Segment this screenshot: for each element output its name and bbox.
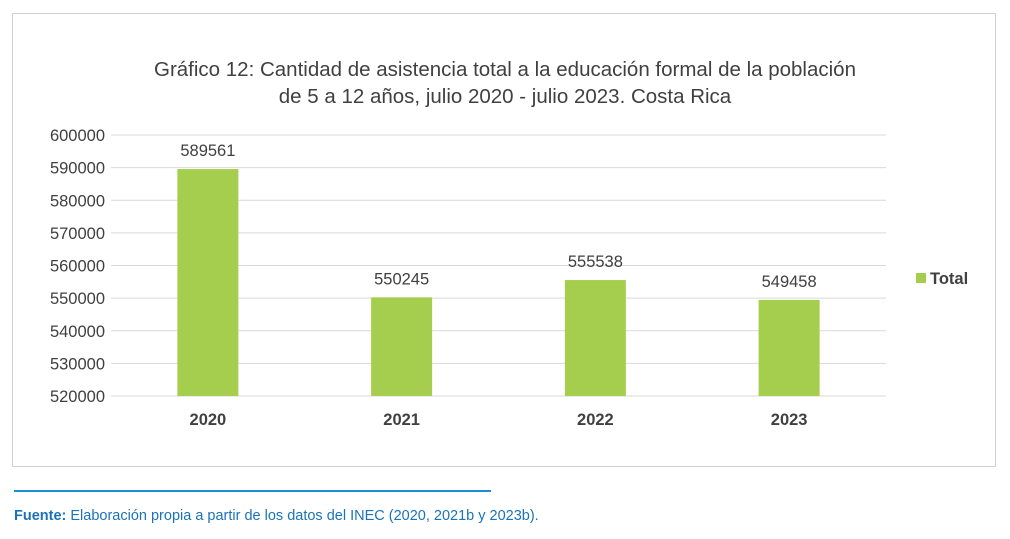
bar — [371, 297, 433, 396]
bar — [758, 299, 820, 396]
y-tick-label: 530000 — [50, 355, 105, 373]
x-tick-label: 2022 — [577, 411, 614, 429]
y-tick-label: 570000 — [50, 225, 105, 243]
data-label: 550245 — [374, 270, 429, 288]
gridlines — [111, 134, 886, 397]
x-tick-label: 2021 — [383, 411, 420, 429]
bar-chart: Gráfico 12: Cantidad de asistencia total… — [50, 58, 968, 429]
source-note: Fuente: Elaboración propia a partir de l… — [14, 508, 539, 524]
data-label: 555538 — [568, 253, 623, 271]
x-tick-label: 2023 — [771, 411, 808, 429]
bar — [177, 169, 239, 396]
source-label: Fuente: — [14, 508, 67, 524]
y-tick-label: 520000 — [50, 388, 105, 406]
bar — [564, 280, 626, 396]
y-tick-label: 590000 — [50, 160, 105, 178]
chart-frame: Gráfico 12: Cantidad de asistencia total… — [12, 13, 996, 467]
source-divider — [14, 490, 491, 492]
data-labels: 589561 550245 555538 549458 — [180, 142, 816, 291]
legend-swatch — [916, 273, 926, 283]
bars — [177, 169, 820, 396]
y-tick-label: 580000 — [50, 192, 105, 210]
y-tick-label: 540000 — [50, 323, 105, 341]
y-tick-label: 550000 — [50, 290, 105, 308]
chart-title-line-2: de 5 a 12 años, julio 2020 - julio 2023.… — [279, 85, 732, 108]
data-label: 549458 — [762, 273, 817, 291]
data-label: 589561 — [180, 142, 235, 160]
y-tick-label: 600000 — [50, 127, 105, 145]
x-tick-label: 2020 — [190, 411, 227, 429]
source-text: Elaboración propia a partir de los datos… — [66, 508, 539, 524]
chart-title-line-1: Gráfico 12: Cantidad de asistencia total… — [154, 58, 856, 81]
y-tick-label: 560000 — [50, 258, 105, 276]
legend: Total — [916, 270, 968, 288]
legend-label: Total — [930, 270, 968, 288]
y-axis-ticks: 520000 530000 540000 550000 560000 570000 5800… — [50, 127, 105, 406]
x-axis-ticks: 2020 2021 2022 2023 — [190, 411, 808, 429]
